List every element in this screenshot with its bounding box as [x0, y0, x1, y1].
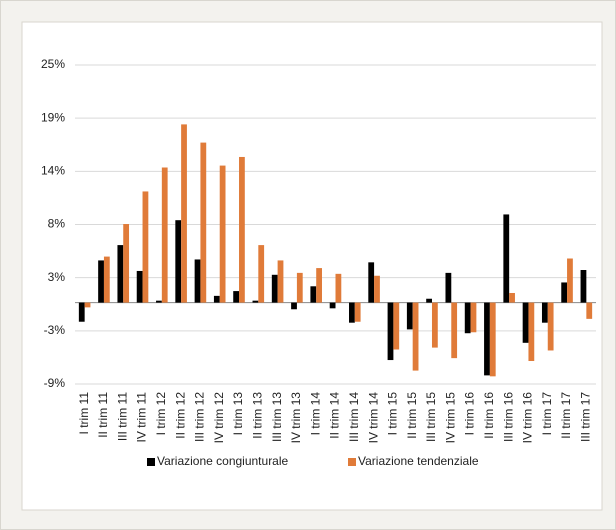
- bar: [393, 302, 400, 350]
- y-tick-label: 3%: [48, 270, 66, 284]
- bar: [503, 214, 510, 303]
- x-tick-label: III trim 12: [193, 392, 207, 442]
- bar: [103, 256, 110, 303]
- bar: [252, 300, 259, 303]
- bar: [200, 142, 207, 303]
- bar: [489, 302, 496, 377]
- x-tick-label: III trim 11: [115, 392, 129, 441]
- x-tick-label: IV trim 13: [289, 392, 303, 444]
- x-tick-label: II trim 17: [559, 392, 573, 439]
- bar: [213, 295, 220, 303]
- x-tick-label: III trim 15: [424, 392, 438, 442]
- bar: [117, 245, 124, 303]
- y-tick-label: -9%: [44, 376, 66, 390]
- bar: [296, 272, 303, 303]
- y-tick-label: 8%: [48, 217, 66, 231]
- bar: [310, 286, 317, 303]
- bar: [470, 302, 477, 333]
- bar: [374, 275, 380, 303]
- bar: [349, 302, 355, 323]
- bar: [98, 260, 104, 303]
- bar: [431, 302, 438, 348]
- x-tick-label: II trim 12: [173, 392, 187, 439]
- bar: [271, 274, 278, 303]
- bar: [406, 302, 413, 330]
- legend-label: Variazione tendenziale: [358, 454, 479, 468]
- bar: [239, 156, 245, 303]
- bar: [78, 302, 85, 322]
- bar: [277, 260, 284, 303]
- bar: [84, 302, 91, 308]
- bar: [580, 270, 587, 303]
- bar: [484, 302, 490, 376]
- x-tick-label: III trim 13: [270, 392, 284, 442]
- y-tick-label: 14%: [41, 164, 65, 178]
- bar: [387, 302, 394, 361]
- bar: [522, 302, 529, 343]
- bar: [464, 302, 471, 334]
- legend-swatch: [147, 458, 155, 466]
- x-tick-label: II trim 15: [405, 392, 419, 439]
- bar: [181, 124, 187, 303]
- x-tick-label: IV trim 12: [212, 392, 226, 444]
- bar: [586, 302, 593, 319]
- x-tick-label: IV trim 11: [135, 392, 149, 443]
- bar: [335, 273, 342, 303]
- bar: [161, 167, 168, 303]
- x-tick-label: I trim 13: [231, 392, 245, 436]
- bar: [541, 302, 548, 323]
- bar: [509, 292, 515, 303]
- bar: [291, 302, 297, 310]
- bar: [258, 245, 265, 303]
- y-tick-label: 25%: [41, 57, 65, 71]
- bar: [123, 224, 130, 303]
- bar: [412, 302, 419, 371]
- x-tick-label: I trim 17: [540, 392, 554, 436]
- bar: [354, 302, 361, 322]
- legend-label: Variazione congiunturale: [157, 454, 289, 468]
- x-tick-label: I trim 16: [463, 392, 477, 436]
- x-tick-label: IV trim 16: [521, 392, 535, 444]
- y-tick-label: -3%: [44, 323, 66, 337]
- x-tick-label: IV trim 15: [443, 392, 457, 444]
- x-tick-label: II trim 11: [96, 392, 110, 438]
- x-tick-label: II trim 13: [250, 392, 264, 439]
- bar: [368, 262, 375, 303]
- x-tick-label: I trim 15: [386, 392, 400, 436]
- bar: [451, 302, 458, 359]
- bar: [547, 302, 554, 351]
- bar: [561, 282, 568, 303]
- bar: [194, 259, 201, 303]
- y-tick-label: 19%: [41, 110, 65, 124]
- x-tick-label: IV trim 14: [366, 392, 380, 444]
- x-tick-label: III trim 14: [347, 392, 361, 442]
- x-tick-label: I trim 14: [308, 392, 322, 436]
- legend-swatch: [348, 458, 356, 466]
- x-tick-label: III trim 17: [579, 392, 593, 442]
- bar: [219, 165, 226, 303]
- bar: [329, 302, 336, 309]
- bar: [528, 302, 535, 362]
- x-tick-label: II trim 16: [482, 392, 496, 439]
- bar: [175, 220, 182, 303]
- bar: [316, 268, 322, 303]
- bar: [156, 300, 162, 303]
- bar: [567, 258, 573, 303]
- bar: [233, 291, 240, 303]
- x-tick-label: I trim 12: [154, 392, 168, 436]
- bar: [445, 272, 452, 303]
- x-tick-label: I trim 11: [77, 392, 91, 435]
- bar: [136, 270, 143, 303]
- bar: [426, 298, 432, 303]
- bar: [142, 191, 149, 303]
- x-tick-label: III trim 16: [501, 392, 515, 442]
- x-tick-label: II trim 14: [328, 392, 342, 439]
